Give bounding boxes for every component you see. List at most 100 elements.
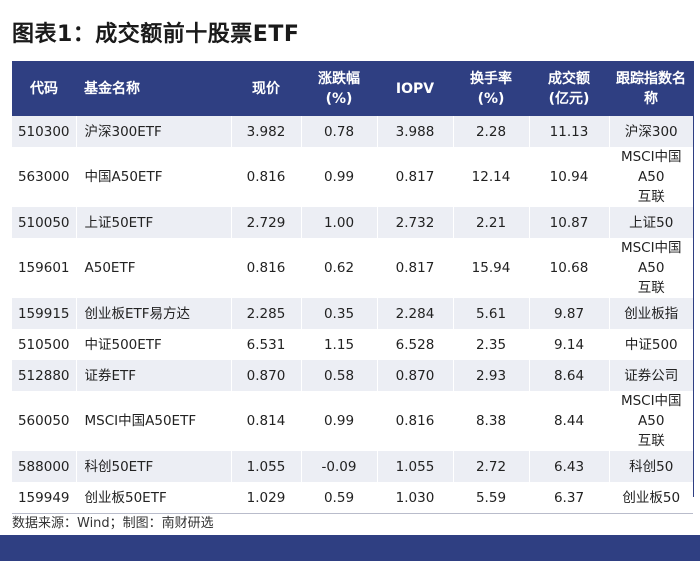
- cell-iopv: 0.817: [376, 238, 453, 298]
- cell-index: 上证50: [608, 207, 693, 238]
- table-header: 代码 基金名称 现价 涨跌幅 (%) IOPV 换手率 (%) 成交额 (亿元) 跟踪…: [12, 61, 693, 116]
- cell-code: 563000: [12, 147, 76, 207]
- cell-volume: 10.68: [528, 238, 609, 298]
- cell-index-line2: 互联: [637, 280, 665, 296]
- cell-index: 创业板50: [608, 482, 693, 514]
- header-fund-name-label: 基金名称: [84, 80, 140, 97]
- cell-change: 1.00: [300, 207, 377, 238]
- cell-price: 0.816: [230, 147, 301, 207]
- table-row: 159601 A50ETF 0.816 0.62 0.817 15.94 10.…: [12, 238, 693, 298]
- cell-turnover: 2.93: [452, 360, 529, 391]
- cell-turnover: 15.94: [452, 238, 529, 298]
- table-body: 510300 沪深300ETF 3.982 0.78 3.988 2.28 11…: [12, 116, 693, 514]
- cell-index-line1: 沪深300: [624, 123, 678, 140]
- cell-code: 560050: [12, 391, 76, 451]
- cell-code: 510500: [12, 329, 76, 360]
- cell-index: 中证500: [608, 329, 693, 360]
- cell-change: 0.78: [300, 116, 377, 147]
- header-change-unit: (%): [325, 90, 353, 107]
- table-row: 563000 中国A50ETF 0.816 0.99 0.817 12.14 1…: [12, 147, 693, 207]
- cell-index-line1: MSCI中国A50: [620, 240, 682, 276]
- header-volume-unit: (亿元): [548, 90, 590, 107]
- cell-price: 2.729: [230, 207, 301, 238]
- cell-turnover: 12.14: [452, 147, 529, 207]
- cell-code: 512880: [12, 360, 76, 391]
- cell-iopv: 1.055: [376, 451, 453, 482]
- table-row: 510300 沪深300ETF 3.982 0.78 3.988 2.28 11…: [12, 116, 693, 147]
- cell-fund-name: 中国A50ETF: [75, 147, 231, 207]
- cell-index: 证券公司: [608, 360, 693, 391]
- cell-code: 159915: [12, 298, 76, 329]
- cell-index-line1: 上证50: [629, 214, 674, 231]
- cell-index: MSCI中国A50 互联: [608, 147, 693, 207]
- cell-index: MSCI中国A50 互联: [608, 391, 693, 451]
- cell-price: 1.029: [230, 482, 301, 514]
- header-code: 代码: [12, 61, 76, 116]
- cell-index-line2: 互联: [637, 189, 665, 205]
- cell-code: 588000: [12, 451, 76, 482]
- cell-iopv: 3.988: [376, 116, 453, 147]
- cell-fund-name: 上证50ETF: [75, 207, 231, 238]
- cell-index-line1: 中证500: [624, 336, 678, 353]
- cell-price: 0.814: [230, 391, 301, 451]
- header-fund-name: 基金名称: [76, 61, 231, 116]
- cell-index: 沪深300: [608, 116, 693, 147]
- table-row: 588000 科创50ETF 1.055 -0.09 1.055 2.72 6.…: [12, 451, 693, 482]
- cell-change: 0.99: [300, 391, 377, 451]
- cell-turnover: 2.35: [452, 329, 529, 360]
- header-turnover-label: 换手率: [470, 70, 512, 87]
- cell-index: 创业板指: [608, 298, 693, 329]
- source-note: 数据来源：Wind；制图：南财研选: [12, 516, 214, 531]
- cell-code: 159949: [12, 482, 76, 514]
- header-iopv-label: IOPV: [395, 80, 435, 97]
- cell-price: 6.531: [230, 329, 301, 360]
- cell-index-line1: MSCI中国A50: [620, 149, 682, 185]
- cell-change: 0.59: [300, 482, 377, 514]
- etf-table: 代码 基金名称 现价 涨跌幅 (%) IOPV 换手率 (%) 成交额 (亿元) 跟踪…: [12, 61, 693, 514]
- header-change: 涨跌幅 (%): [301, 61, 377, 116]
- cell-fund-name: 沪深300ETF: [75, 116, 231, 147]
- cell-change: 0.62: [300, 238, 377, 298]
- table-right-border: [693, 61, 694, 497]
- cell-turnover: 2.21: [452, 207, 529, 238]
- header-price-label: 现价: [252, 80, 280, 97]
- cell-index-line1: 科创50: [629, 458, 674, 475]
- cell-index-line1: 创业板50: [622, 489, 681, 506]
- cell-price: 3.982: [230, 116, 301, 147]
- chart-title: 图表1：成交额前十股票ETF: [12, 22, 300, 47]
- header-index-label: 跟踪指数名称: [616, 70, 686, 107]
- table-row: 560050 MSCI中国A50ETF 0.814 0.99 0.816 8.3…: [12, 391, 693, 451]
- cell-change: 0.99: [300, 147, 377, 207]
- cell-iopv: 6.528: [376, 329, 453, 360]
- cell-fund-name: MSCI中国A50ETF: [75, 391, 231, 451]
- cell-turnover: 2.28: [452, 116, 529, 147]
- cell-fund-name: 证券ETF: [75, 360, 231, 391]
- cell-change: 0.35: [300, 298, 377, 329]
- cell-turnover: 2.72: [452, 451, 529, 482]
- table-row: 510500 中证500ETF 6.531 1.15 6.528 2.35 9.…: [12, 329, 693, 360]
- cell-iopv: 0.870: [376, 360, 453, 391]
- cell-index: MSCI中国A50 互联: [608, 238, 693, 298]
- cell-turnover: 5.61: [452, 298, 529, 329]
- cell-code: 510300: [12, 116, 76, 147]
- header-price: 现价: [231, 61, 301, 116]
- cell-fund-name: 科创50ETF: [75, 451, 231, 482]
- cell-price: 0.870: [230, 360, 301, 391]
- cell-price: 2.285: [230, 298, 301, 329]
- cell-change: -0.09: [300, 451, 377, 482]
- header-turnover-unit: (%): [477, 90, 505, 107]
- header-turnover: 换手率 (%): [453, 61, 529, 116]
- cell-fund-name: 创业板ETF易方达: [75, 298, 231, 329]
- header-code-label: 代码: [30, 80, 58, 97]
- cell-code: 510050: [12, 207, 76, 238]
- header-iopv: IOPV: [377, 61, 453, 116]
- cell-volume: 6.43: [528, 451, 609, 482]
- cell-iopv: 0.817: [376, 147, 453, 207]
- cell-price: 1.055: [230, 451, 301, 482]
- cell-turnover: 5.59: [452, 482, 529, 514]
- cell-iopv: 2.284: [376, 298, 453, 329]
- cell-iopv: 2.732: [376, 207, 453, 238]
- header-index: 跟踪指数名称: [609, 61, 693, 116]
- cell-turnover: 8.38: [452, 391, 529, 451]
- cell-volume: 10.87: [528, 207, 609, 238]
